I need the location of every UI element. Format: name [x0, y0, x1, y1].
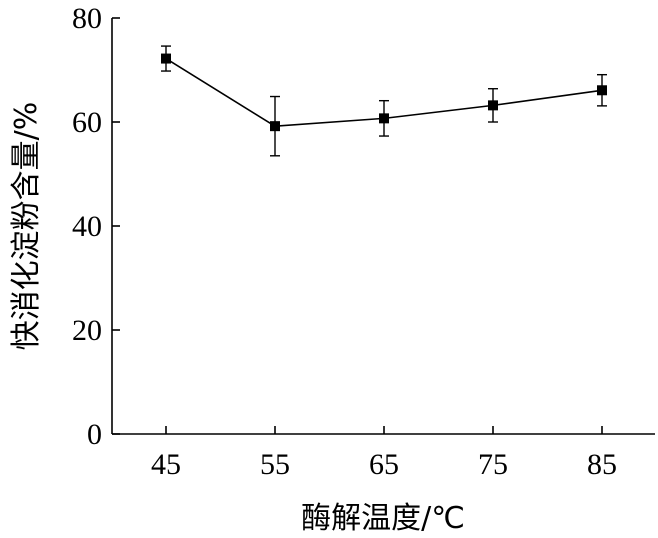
x-tick-label: 65 [369, 448, 399, 481]
y-axis-title: 快消化淀粉含量/% [9, 102, 44, 351]
error-bars [161, 45, 607, 157]
x-tick-label: 55 [260, 448, 290, 481]
y-tick-label: 0 [87, 418, 102, 451]
axes [111, 18, 655, 435]
data-point-marker [488, 100, 498, 111]
x-ticks: 45 55 65 75 85 [151, 426, 617, 481]
data-point-marker [379, 113, 389, 124]
y-tick-label: 40 [72, 210, 102, 243]
data-point-marker [270, 121, 280, 132]
data-points [161, 53, 607, 132]
data-point-marker [161, 53, 171, 64]
data-point-marker [597, 85, 607, 96]
y-tick-label: 60 [72, 106, 102, 139]
x-tick-label: 75 [478, 448, 508, 481]
x-tick-label: 85 [587, 448, 617, 481]
y-tick-label: 20 [72, 314, 102, 347]
x-tick-label: 45 [151, 448, 181, 481]
y-ticks: 0 20 40 60 80 [72, 2, 120, 451]
x-axis-title: 酶解温度/℃ [301, 501, 465, 536]
y-tick-label: 80 [72, 2, 102, 35]
